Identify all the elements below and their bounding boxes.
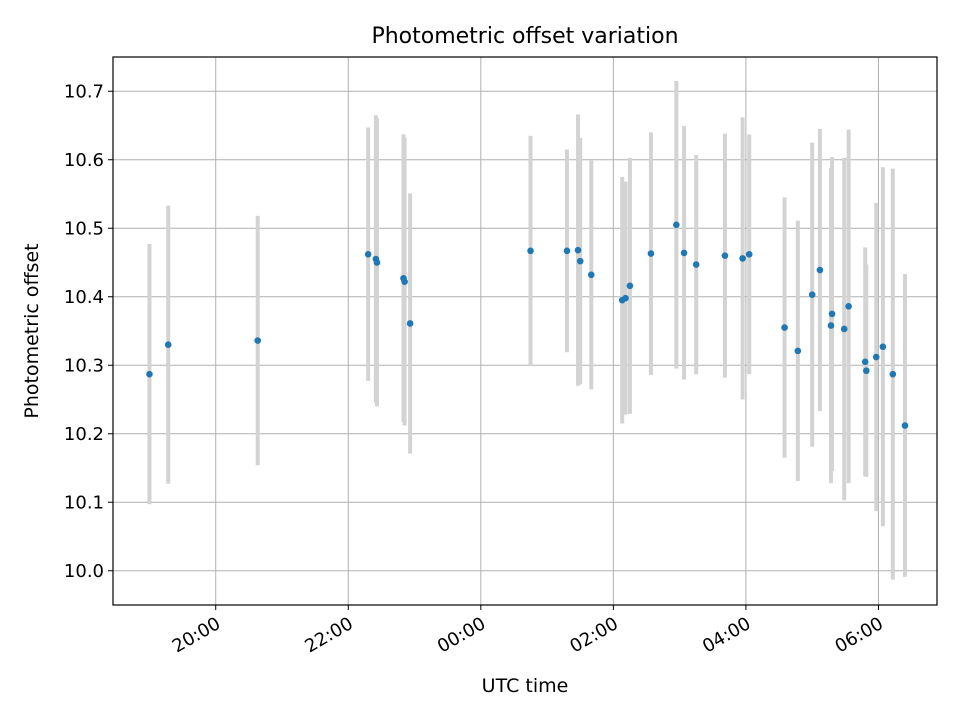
data-point bbox=[692, 261, 700, 268]
data-point bbox=[622, 294, 629, 302]
data-point bbox=[872, 353, 880, 361]
chart-title: Photometric offset variation bbox=[371, 24, 678, 49]
data-point bbox=[587, 271, 595, 279]
data-point bbox=[863, 367, 870, 375]
data-point bbox=[406, 320, 414, 327]
y-tick-label: 10.6 bbox=[64, 150, 104, 171]
data-point bbox=[901, 422, 909, 429]
y-axis-ticks: 10.0 10.1 10.2 10.3 10.4 10.5 10.6 10.7 bbox=[64, 81, 113, 582]
data-point bbox=[808, 291, 816, 298]
data-point bbox=[680, 249, 688, 257]
data-point bbox=[889, 370, 897, 378]
data-point bbox=[739, 255, 746, 262]
data-point bbox=[827, 322, 835, 329]
x-axis-title: UTC time bbox=[482, 675, 569, 697]
data-point bbox=[364, 250, 372, 258]
data-point bbox=[254, 337, 261, 344]
data-point bbox=[164, 341, 172, 349]
data-point bbox=[840, 325, 848, 333]
y-tick-label: 10.1 bbox=[64, 492, 104, 513]
data-point bbox=[647, 250, 655, 257]
data-point bbox=[879, 343, 887, 351]
data-point bbox=[745, 250, 753, 258]
data-points bbox=[146, 221, 909, 429]
data-point bbox=[845, 303, 852, 310]
data-point bbox=[673, 221, 680, 229]
y-axis-title: Photometric offset bbox=[21, 243, 43, 418]
data-point bbox=[527, 247, 534, 255]
data-point bbox=[781, 324, 788, 331]
data-point bbox=[816, 266, 824, 274]
data-point bbox=[828, 310, 836, 318]
y-tick-label: 10.7 bbox=[64, 81, 104, 102]
data-point bbox=[574, 246, 582, 254]
y-tick-label: 10.5 bbox=[64, 218, 104, 239]
data-point bbox=[576, 257, 584, 265]
grid-lines bbox=[113, 57, 937, 605]
data-point bbox=[563, 247, 571, 255]
data-point bbox=[373, 259, 381, 266]
data-point bbox=[794, 347, 802, 355]
data-point bbox=[721, 252, 729, 259]
data-point bbox=[146, 370, 153, 378]
data-point bbox=[401, 278, 408, 285]
y-tick-label: 10.4 bbox=[64, 287, 104, 308]
y-tick-label: 10.2 bbox=[64, 424, 104, 445]
data-point bbox=[626, 282, 634, 290]
data-point bbox=[861, 358, 869, 366]
plot-frame bbox=[112, 56, 938, 606]
y-tick-label: 10.3 bbox=[64, 355, 104, 376]
y-tick-label: 10.0 bbox=[64, 561, 104, 582]
